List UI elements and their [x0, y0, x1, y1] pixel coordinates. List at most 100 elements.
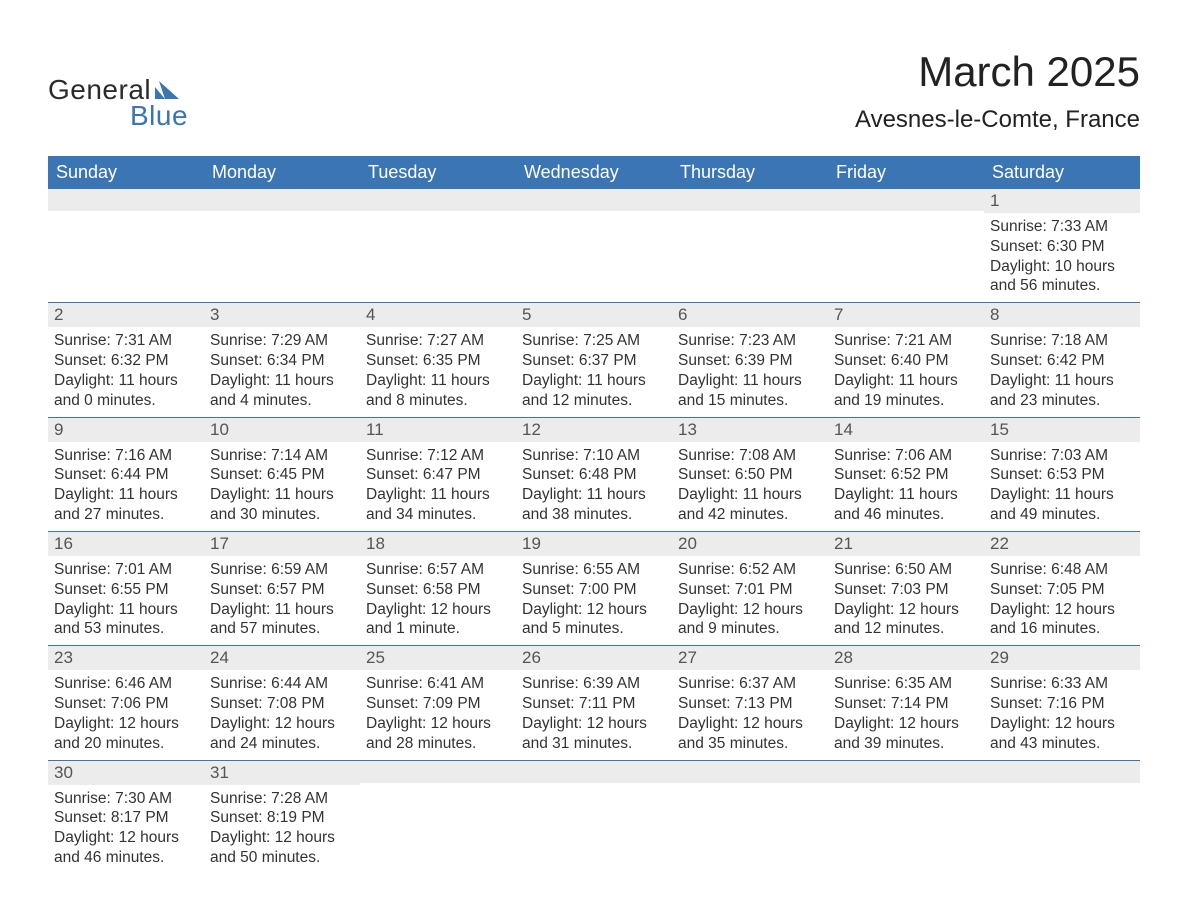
day-details — [48, 211, 204, 291]
calendar-week-row: 2Sunrise: 7:31 AMSunset: 6:32 PMDaylight… — [48, 303, 1140, 417]
day-number: 24 — [204, 646, 360, 670]
day-details: Sunrise: 7:06 AMSunset: 6:52 PMDaylight:… — [828, 442, 984, 531]
sunrise-text: Sunrise: 6:46 AM — [54, 674, 198, 694]
sunset-text: Sunset: 7:05 PM — [990, 580, 1134, 600]
daylight-text: Daylight: 12 hours and 31 minutes. — [522, 714, 666, 754]
day-details: Sunrise: 6:52 AMSunset: 7:01 PMDaylight:… — [672, 556, 828, 645]
day-details — [828, 211, 984, 291]
title-block: March 2025 Avesnes-le-Comte, France — [855, 48, 1140, 134]
weekday-header: Sunday — [48, 156, 204, 189]
daylight-text: Daylight: 11 hours and 12 minutes. — [522, 371, 666, 411]
day-number: 18 — [360, 532, 516, 556]
day-number: 12 — [516, 418, 672, 442]
sunset-text: Sunset: 6:53 PM — [990, 465, 1134, 485]
day-details: Sunrise: 7:10 AMSunset: 6:48 PMDaylight:… — [516, 442, 672, 531]
day-details: Sunrise: 7:31 AMSunset: 6:32 PMDaylight:… — [48, 327, 204, 416]
calendar-day-cell — [516, 760, 672, 874]
sunrise-text: Sunrise: 7:29 AM — [210, 331, 354, 351]
daylight-text: Daylight: 11 hours and 4 minutes. — [210, 371, 354, 411]
calendar-day-cell: 7Sunrise: 7:21 AMSunset: 6:40 PMDaylight… — [828, 303, 984, 417]
daylight-text: Daylight: 12 hours and 16 minutes. — [990, 600, 1134, 640]
sunrise-text: Sunrise: 6:35 AM — [834, 674, 978, 694]
calendar-day-cell — [984, 760, 1140, 874]
sunset-text: Sunset: 6:30 PM — [990, 237, 1134, 257]
sunset-text: Sunset: 7:06 PM — [54, 694, 198, 714]
brand-mark-icon — [155, 81, 179, 99]
sunset-text: Sunset: 6:34 PM — [210, 351, 354, 371]
sunset-text: Sunset: 6:52 PM — [834, 465, 978, 485]
day-details: Sunrise: 6:48 AMSunset: 7:05 PMDaylight:… — [984, 556, 1140, 645]
daylight-text: Daylight: 11 hours and 27 minutes. — [54, 485, 198, 525]
day-details — [672, 211, 828, 291]
sunset-text: Sunset: 6:42 PM — [990, 351, 1134, 371]
day-details: Sunrise: 6:37 AMSunset: 7:13 PMDaylight:… — [672, 670, 828, 759]
sunrise-text: Sunrise: 6:41 AM — [366, 674, 510, 694]
calendar-day-cell — [516, 189, 672, 303]
daylight-text: Daylight: 11 hours and 38 minutes. — [522, 485, 666, 525]
day-details: Sunrise: 6:57 AMSunset: 6:58 PMDaylight:… — [360, 556, 516, 645]
sunrise-text: Sunrise: 7:33 AM — [990, 217, 1134, 237]
daylight-text: Daylight: 11 hours and 49 minutes. — [990, 485, 1134, 525]
sunrise-text: Sunrise: 7:21 AM — [834, 331, 978, 351]
sunrise-text: Sunrise: 6:57 AM — [366, 560, 510, 580]
calendar-day-cell — [828, 760, 984, 874]
sunrise-text: Sunrise: 6:52 AM — [678, 560, 822, 580]
weekday-header: Wednesday — [516, 156, 672, 189]
day-number: 26 — [516, 646, 672, 670]
brand-word-2: Blue — [130, 100, 188, 132]
calendar-day-cell — [48, 189, 204, 303]
day-number — [516, 189, 672, 211]
sunset-text: Sunset: 6:32 PM — [54, 351, 198, 371]
weekday-header: Monday — [204, 156, 360, 189]
calendar-day-cell: 14Sunrise: 7:06 AMSunset: 6:52 PMDayligh… — [828, 417, 984, 531]
calendar-day-cell: 24Sunrise: 6:44 AMSunset: 7:08 PMDayligh… — [204, 646, 360, 760]
day-number: 14 — [828, 418, 984, 442]
calendar-day-cell: 26Sunrise: 6:39 AMSunset: 7:11 PMDayligh… — [516, 646, 672, 760]
calendar-day-cell: 2Sunrise: 7:31 AMSunset: 6:32 PMDaylight… — [48, 303, 204, 417]
calendar-day-cell: 27Sunrise: 6:37 AMSunset: 7:13 PMDayligh… — [672, 646, 828, 760]
day-number: 29 — [984, 646, 1140, 670]
day-number: 20 — [672, 532, 828, 556]
day-number: 11 — [360, 418, 516, 442]
sunrise-text: Sunrise: 7:25 AM — [522, 331, 666, 351]
sunset-text: Sunset: 6:57 PM — [210, 580, 354, 600]
sunset-text: Sunset: 8:17 PM — [54, 808, 198, 828]
day-number: 10 — [204, 418, 360, 442]
day-details: Sunrise: 7:23 AMSunset: 6:39 PMDaylight:… — [672, 327, 828, 416]
sunset-text: Sunset: 6:39 PM — [678, 351, 822, 371]
month-title: March 2025 — [855, 48, 1140, 96]
sunrise-text: Sunrise: 7:12 AM — [366, 446, 510, 466]
daylight-text: Daylight: 10 hours and 56 minutes. — [990, 257, 1134, 297]
sunset-text: Sunset: 7:11 PM — [522, 694, 666, 714]
day-details: Sunrise: 6:50 AMSunset: 7:03 PMDaylight:… — [828, 556, 984, 645]
day-details: Sunrise: 7:29 AMSunset: 6:34 PMDaylight:… — [204, 327, 360, 416]
sunrise-text: Sunrise: 7:08 AM — [678, 446, 822, 466]
location-subtitle: Avesnes-le-Comte, France — [855, 106, 1140, 134]
day-details: Sunrise: 7:14 AMSunset: 6:45 PMDaylight:… — [204, 442, 360, 531]
day-number: 9 — [48, 418, 204, 442]
calendar-day-cell: 4Sunrise: 7:27 AMSunset: 6:35 PMDaylight… — [360, 303, 516, 417]
sunset-text: Sunset: 6:50 PM — [678, 465, 822, 485]
daylight-text: Daylight: 11 hours and 30 minutes. — [210, 485, 354, 525]
day-number: 22 — [984, 532, 1140, 556]
day-details: Sunrise: 7:28 AMSunset: 8:19 PMDaylight:… — [204, 785, 360, 874]
daylight-text: Daylight: 12 hours and 46 minutes. — [54, 828, 198, 868]
calendar-day-cell: 5Sunrise: 7:25 AMSunset: 6:37 PMDaylight… — [516, 303, 672, 417]
sunset-text: Sunset: 6:58 PM — [366, 580, 510, 600]
sunset-text: Sunset: 7:01 PM — [678, 580, 822, 600]
day-number — [48, 189, 204, 211]
day-number: 5 — [516, 303, 672, 327]
calendar-day-cell: 17Sunrise: 6:59 AMSunset: 6:57 PMDayligh… — [204, 531, 360, 645]
sunset-text: Sunset: 6:47 PM — [366, 465, 510, 485]
day-details — [516, 783, 672, 863]
daylight-text: Daylight: 12 hours and 35 minutes. — [678, 714, 822, 754]
sunrise-text: Sunrise: 7:18 AM — [990, 331, 1134, 351]
calendar-day-cell: 28Sunrise: 6:35 AMSunset: 7:14 PMDayligh… — [828, 646, 984, 760]
day-number: 2 — [48, 303, 204, 327]
calendar-day-cell: 16Sunrise: 7:01 AMSunset: 6:55 PMDayligh… — [48, 531, 204, 645]
day-number: 4 — [360, 303, 516, 327]
day-details: Sunrise: 7:33 AMSunset: 6:30 PMDaylight:… — [984, 213, 1140, 302]
day-number: 1 — [984, 189, 1140, 213]
day-details: Sunrise: 7:30 AMSunset: 8:17 PMDaylight:… — [48, 785, 204, 874]
day-number: 21 — [828, 532, 984, 556]
